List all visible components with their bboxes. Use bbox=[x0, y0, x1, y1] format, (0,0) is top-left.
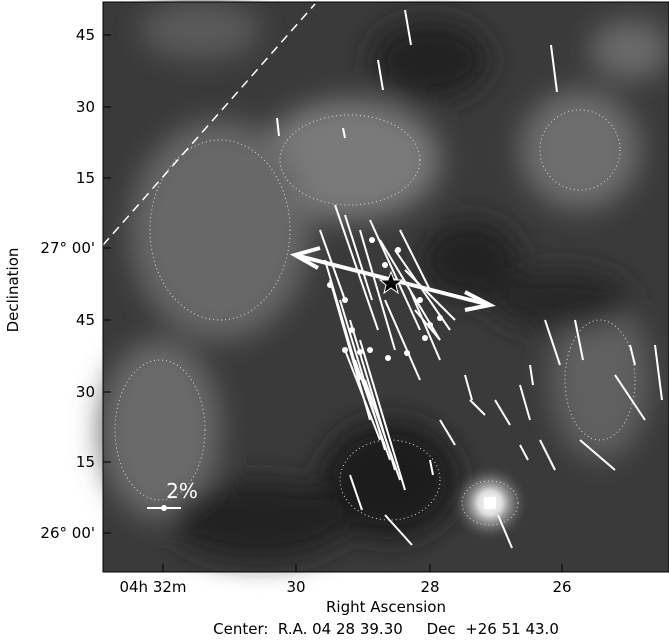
y-tick-label: 27° 00' bbox=[40, 239, 95, 257]
figure: 2% Declination Right Ascension Center: R… bbox=[0, 0, 669, 644]
x-axis-label: Right Ascension bbox=[326, 598, 446, 616]
x-tick-label: 04h 32m bbox=[119, 578, 186, 596]
center-label: Center: R.A. 04 28 39.30 Dec +26 51 43.0 bbox=[213, 620, 559, 638]
y-tick-label: 30 bbox=[76, 383, 95, 401]
map-image: 2% bbox=[100, 0, 669, 572]
x-tick-label: 28 bbox=[420, 578, 439, 596]
y-tick-label: 26° 00' bbox=[40, 524, 95, 542]
y-axis-label: Declination bbox=[4, 248, 22, 333]
y-tick-label: 30 bbox=[76, 98, 95, 116]
x-tick-label: 26 bbox=[552, 578, 571, 596]
y-tick-label: 45 bbox=[76, 26, 95, 44]
x-tick-label: 30 bbox=[286, 578, 305, 596]
y-tick-label: 15 bbox=[76, 453, 95, 471]
scale-label: 2% bbox=[166, 479, 198, 503]
y-tick-label: 15 bbox=[76, 169, 95, 187]
y-tick-label: 45 bbox=[76, 311, 95, 329]
